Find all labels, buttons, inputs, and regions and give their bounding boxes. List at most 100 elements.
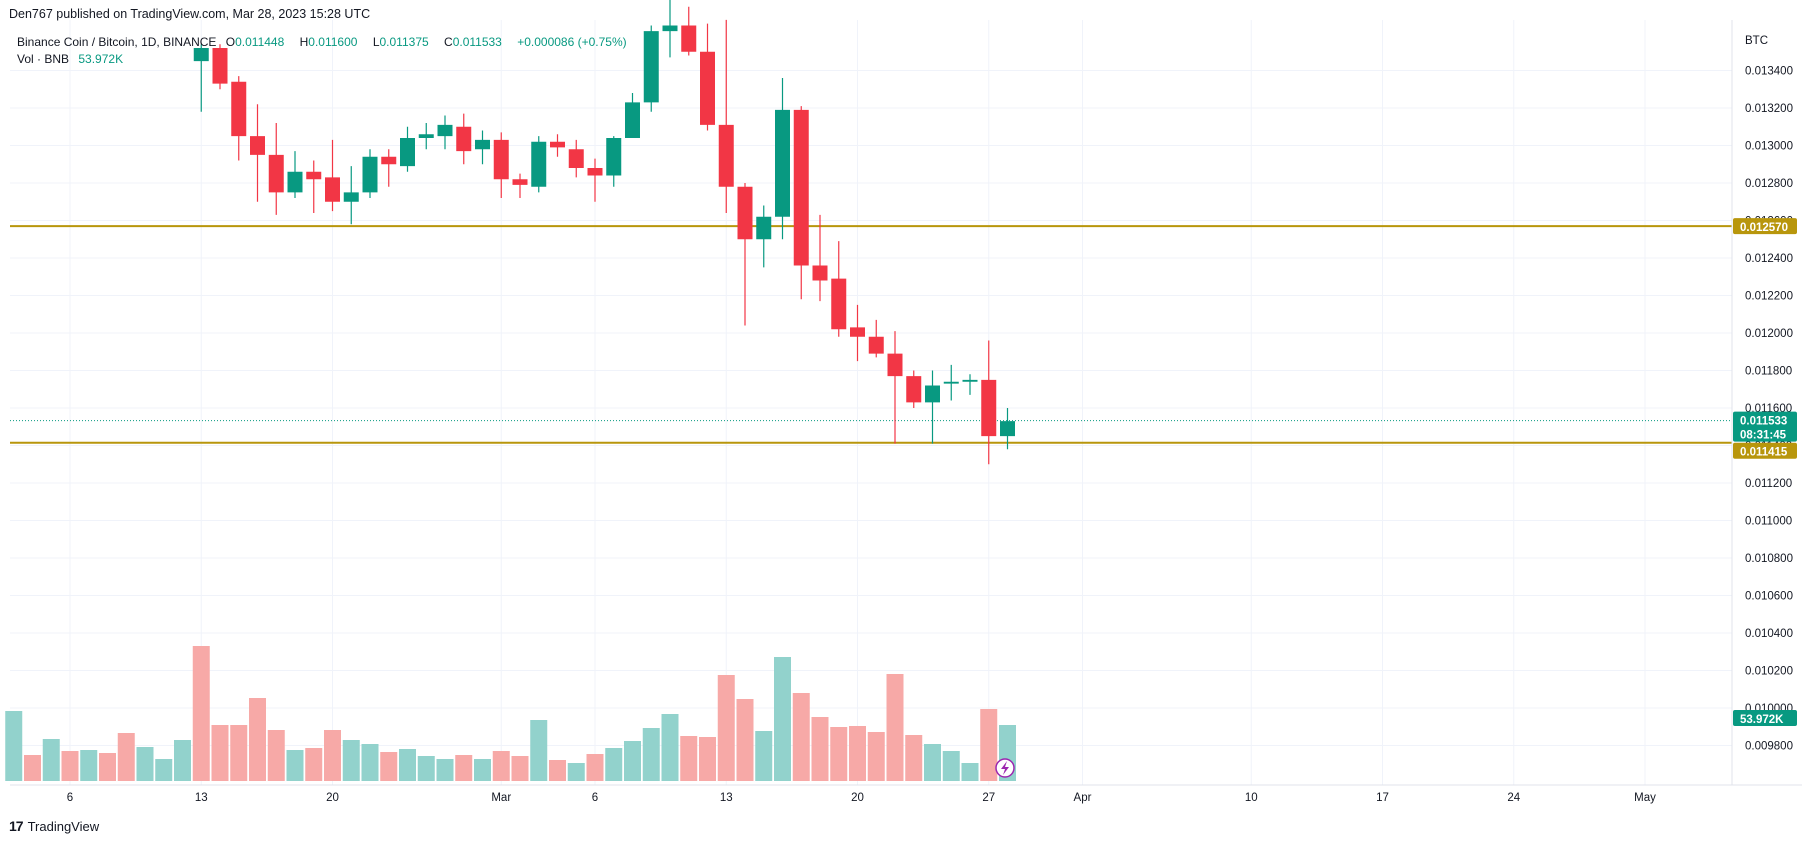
volume-value: 53.972K (78, 52, 124, 66)
candle (493, 132, 509, 198)
candle (512, 173, 528, 198)
y-tick-label: 0.011200 (1745, 478, 1792, 490)
candle-body (962, 379, 978, 382)
volume-bar (136, 747, 154, 781)
x-tick-label: 20 (326, 792, 339, 804)
level-tag-upper-text: 0.012570 (1740, 222, 1788, 234)
close-value: 0.011533 (452, 35, 502, 49)
candle-body (812, 265, 828, 281)
ohlc-row: Binance Coin / Bitcoin, 1D, BINANCE O0.0… (17, 35, 627, 49)
brand-name: TradingView (27, 818, 100, 834)
candle-body (606, 138, 622, 176)
volume-bar (24, 755, 41, 781)
candle (756, 205, 772, 268)
candle (568, 139, 584, 178)
volume-bar (642, 728, 660, 781)
candle-body (343, 192, 359, 202)
candle-body (700, 51, 715, 125)
volume-bar (286, 750, 304, 781)
change-value: +0.000086 (+0.75%) (517, 35, 627, 49)
candle (193, 44, 209, 112)
volume-bar (774, 657, 791, 781)
candle (606, 136, 622, 187)
candle (812, 214, 828, 302)
volume-bar (567, 763, 585, 781)
volume-bar (811, 717, 829, 781)
candle-body (456, 126, 472, 152)
volume-bar (361, 744, 379, 781)
candle-body (418, 134, 434, 138)
x-tick-label: 10 (1245, 792, 1258, 804)
candle (793, 106, 809, 300)
level-tag-lower: 0.011415 (1733, 442, 1797, 459)
candle-body (193, 48, 209, 62)
candle-body (587, 168, 603, 176)
candle (456, 113, 472, 165)
candle (268, 123, 284, 215)
candle-body (625, 102, 640, 138)
volume-bar (174, 740, 191, 781)
candle-body (793, 109, 809, 266)
volume-tag: 53.972K (1733, 710, 1797, 726)
tradingview-logo[interactable]: 17 TradingView (9, 818, 99, 834)
volume-bar (961, 763, 979, 781)
candle (381, 149, 397, 187)
candle-body (981, 379, 997, 437)
publisher-line: Den767 published on TradingView.com, Mar… (9, 7, 371, 21)
y-tick-label: 0.009800 (1745, 741, 1793, 753)
candle (943, 364, 959, 401)
volume-bar (905, 735, 923, 781)
candle-body (568, 149, 584, 168)
candle (250, 104, 265, 202)
candle-body (1000, 421, 1015, 437)
y-tick-label: 0.013200 (1745, 103, 1793, 115)
symbol-title[interactable]: Binance Coin / Bitcoin, 1D, BINANCE (17, 35, 217, 49)
volume-bar (267, 730, 285, 781)
horizontal-levels[interactable] (10, 225, 1732, 444)
candle (325, 139, 340, 212)
candle (662, 0, 678, 58)
volume-row: Vol · BNB 53.972K (17, 51, 633, 68)
candle (868, 319, 884, 358)
candle-body (287, 171, 303, 193)
x-tick-label: May (1634, 792, 1656, 804)
candle (212, 44, 228, 90)
y-tick-label: 0.012800 (1745, 178, 1793, 190)
candle (1000, 408, 1015, 450)
volume-bar (155, 759, 173, 781)
level-tag-lower-text: 0.011415 (1740, 447, 1788, 459)
open-value: 0.011448 (235, 35, 285, 49)
volume-bar (530, 720, 548, 781)
candle (737, 183, 753, 326)
high-value: 0.011600 (308, 35, 358, 49)
volume-bar (492, 751, 510, 781)
candle-body (718, 124, 734, 187)
level-tag-upper: 0.012570 (1733, 218, 1797, 235)
volume-bar (117, 733, 135, 781)
y-tick-label: 0.012000 (1745, 328, 1793, 340)
candle-body (400, 138, 415, 167)
candle-body (925, 385, 940, 403)
candle-body (475, 139, 490, 150)
volume-bar (399, 749, 416, 781)
volume-bar (380, 752, 398, 781)
y-tick-label: 0.010400 (1745, 628, 1793, 640)
candle-body (325, 177, 340, 202)
volume-bar (211, 725, 229, 781)
volume-bar (980, 709, 998, 781)
candle (681, 6, 697, 56)
price-tags: 0.012570 0.011533 08:31:45 0.011415 53.972K (1733, 218, 1797, 726)
level-tag-upper-box (1733, 218, 1797, 235)
candle-body (737, 186, 753, 240)
y-tick-label: 0.012200 (1745, 291, 1793, 303)
volume-bar (80, 750, 98, 781)
volume-bar (680, 736, 698, 781)
candle (550, 134, 565, 157)
volume-bar (924, 744, 941, 781)
volume-label[interactable]: Vol · BNB (17, 52, 70, 66)
currency-label: BTC (1745, 35, 1768, 47)
candle-body (831, 278, 847, 330)
volume-bar (549, 760, 566, 781)
lightning-icon[interactable] (995, 758, 1015, 778)
